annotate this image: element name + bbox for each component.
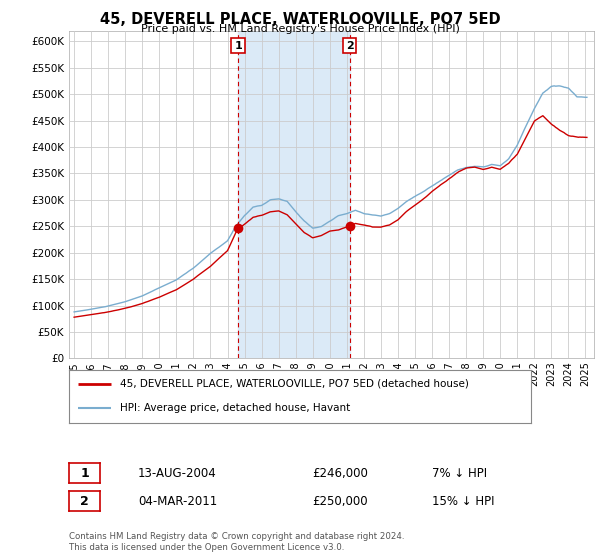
Text: 04-MAR-2011: 04-MAR-2011 [138,494,217,508]
Text: 2: 2 [346,40,353,50]
Text: 45, DEVERELL PLACE, WATERLOOVILLE, PO7 5ED (detached house): 45, DEVERELL PLACE, WATERLOOVILLE, PO7 5… [120,379,469,389]
Text: 7% ↓ HPI: 7% ↓ HPI [432,466,487,480]
Text: £250,000: £250,000 [312,494,368,508]
Text: 45, DEVERELL PLACE, WATERLOOVILLE, PO7 5ED: 45, DEVERELL PLACE, WATERLOOVILLE, PO7 5… [100,12,500,27]
Text: 1: 1 [80,466,89,480]
Text: 13-AUG-2004: 13-AUG-2004 [138,466,217,480]
Text: HPI: Average price, detached house, Havant: HPI: Average price, detached house, Hava… [120,403,350,413]
Text: 1: 1 [234,40,242,50]
Text: Price paid vs. HM Land Registry's House Price Index (HPI): Price paid vs. HM Land Registry's House … [140,24,460,34]
Bar [238,31,350,358]
Text: 2: 2 [80,494,89,508]
Text: 15% ↓ HPI: 15% ↓ HPI [432,494,494,508]
Text: £246,000: £246,000 [312,466,368,480]
Text: Contains HM Land Registry data © Crown copyright and database right 2024.
This d: Contains HM Land Registry data © Crown c… [69,532,404,552]
